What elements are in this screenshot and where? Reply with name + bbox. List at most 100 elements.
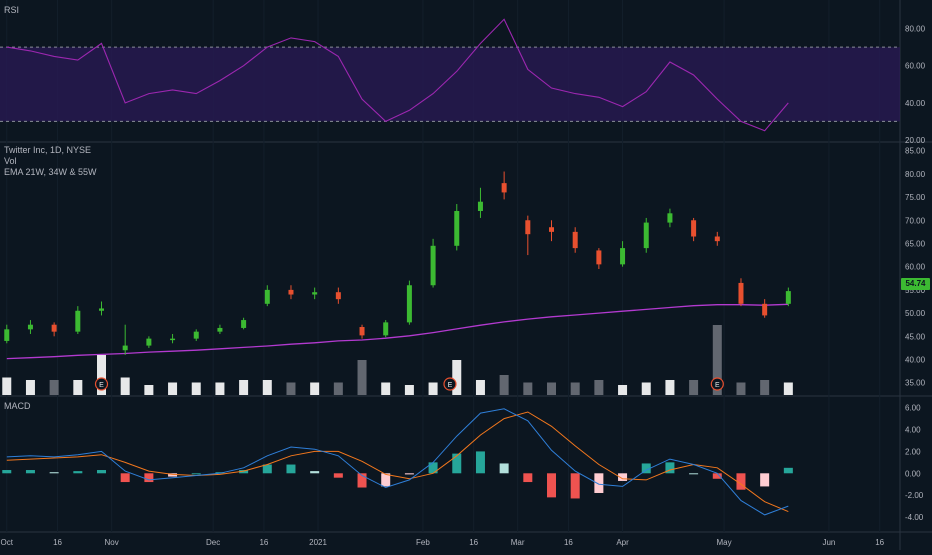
macd-histogram-bar — [760, 473, 770, 487]
macd-pane-label: MACD — [4, 401, 31, 411]
ema-line — [6, 303, 789, 360]
volume-bar — [428, 382, 438, 395]
rsi-axis-label: 60.00 — [905, 62, 926, 71]
macd-histogram-bar — [736, 473, 746, 490]
time-axis-label: Oct — [1, 538, 14, 547]
candle-body — [193, 331, 199, 339]
volume-bar — [73, 380, 83, 395]
price-axis-label: 35.00 — [905, 379, 926, 388]
macd-histogram-bar — [73, 471, 83, 474]
volume-bar — [144, 385, 154, 395]
earnings-marker — [94, 377, 109, 391]
macd-histogram-bar — [428, 462, 438, 474]
rsi-axis-label: 80.00 — [905, 25, 926, 34]
macd-histogram-bar — [120, 473, 130, 483]
macd-histogram-bar — [49, 472, 59, 474]
candle-body — [785, 291, 791, 304]
volume-bar — [712, 325, 722, 395]
candle-body — [549, 227, 555, 232]
volume-bar — [736, 382, 746, 395]
macd-histogram-bar — [641, 463, 651, 474]
candle-body — [4, 329, 10, 341]
macd-signal-line — [6, 411, 789, 513]
price-axis-label: 50.00 — [905, 309, 926, 318]
earnings-marker — [710, 377, 724, 391]
candle-body — [288, 289, 294, 295]
time-axis-label: May — [716, 538, 731, 547]
volume-bar — [2, 377, 12, 395]
macd-histogram-bar — [499, 463, 509, 474]
candle-body — [99, 308, 105, 311]
ema-indicator-label: EMA 21W, 34W & 55W — [4, 167, 97, 177]
candle-body — [383, 322, 389, 336]
candle-body — [217, 327, 223, 332]
candle-body — [51, 324, 57, 332]
macd-histogram-bar — [618, 473, 628, 481]
volume-bar — [547, 382, 557, 395]
volume-bar — [452, 360, 462, 395]
volume-bar — [215, 382, 225, 395]
macd-histogram-bar — [144, 473, 154, 483]
candle-body — [691, 220, 697, 237]
volume-bar — [499, 375, 509, 395]
volume-bar — [97, 355, 107, 395]
volume-bar — [404, 385, 414, 395]
macd-axis-label: -2.00 — [905, 491, 924, 500]
volume-bar — [618, 385, 628, 395]
candle-body — [146, 338, 152, 346]
earnings-marker-label: E — [448, 382, 453, 389]
time-axis-label: 16 — [469, 538, 478, 547]
price-axis-label: 75.00 — [905, 193, 926, 202]
candle-body — [122, 345, 128, 351]
macd-line — [6, 408, 789, 516]
macd-histogram-bar — [25, 470, 35, 474]
volume-bar — [120, 377, 130, 395]
macd-histogram-bar — [381, 473, 391, 487]
volume-bar — [689, 380, 699, 395]
macd-histogram-bar — [452, 453, 462, 474]
candle-body — [477, 201, 483, 211]
candle-body — [335, 292, 341, 300]
volume-bar — [381, 382, 391, 395]
rsi-axis-label: 40.00 — [905, 99, 926, 108]
volume-bar — [357, 360, 367, 395]
price-axis-label: 45.00 — [905, 332, 926, 341]
macd-axis-label: 0.00 — [905, 469, 921, 478]
volume-bar — [594, 380, 604, 395]
candle-body — [359, 327, 365, 336]
price-axis-label: 70.00 — [905, 216, 926, 225]
time-axis-label: 16 — [564, 538, 573, 547]
volume-bar — [333, 382, 343, 395]
macd-histogram-bar — [547, 473, 557, 498]
time-axis-label: Mar — [511, 538, 525, 547]
macd-axis-label: 6.00 — [905, 404, 921, 413]
macd-histogram-bar — [689, 473, 699, 475]
macd-histogram-bar — [475, 451, 485, 474]
candle-body — [596, 250, 602, 265]
earnings-marker — [443, 377, 457, 391]
macd-histogram-bar — [594, 473, 604, 493]
time-axis-label: Feb — [416, 538, 430, 547]
volume-indicator-label: Vol — [4, 156, 17, 166]
macd-histogram-bar — [310, 471, 320, 474]
time-axis-label: 16 — [53, 538, 62, 547]
volume-bar — [475, 380, 485, 395]
macd-histogram-bar — [404, 473, 414, 475]
volume-bar — [25, 380, 35, 395]
rsi-band-fill — [0, 47, 900, 122]
macd-histogram-bar — [239, 470, 249, 474]
volume-bar — [49, 380, 59, 395]
macd-histogram-bar — [357, 473, 367, 488]
macd-axis-label: 2.00 — [905, 447, 921, 456]
macd-histogram-bar — [523, 473, 533, 483]
candle-body — [620, 248, 626, 265]
earnings-marker-label: E — [715, 382, 720, 389]
macd-histogram-bar — [333, 473, 343, 478]
macd-axis-label: -4.00 — [905, 513, 924, 522]
volume-bar — [168, 382, 178, 395]
candle-body — [406, 285, 412, 323]
candle-body — [430, 245, 436, 286]
rsi-pane-label: RSI — [4, 5, 20, 15]
